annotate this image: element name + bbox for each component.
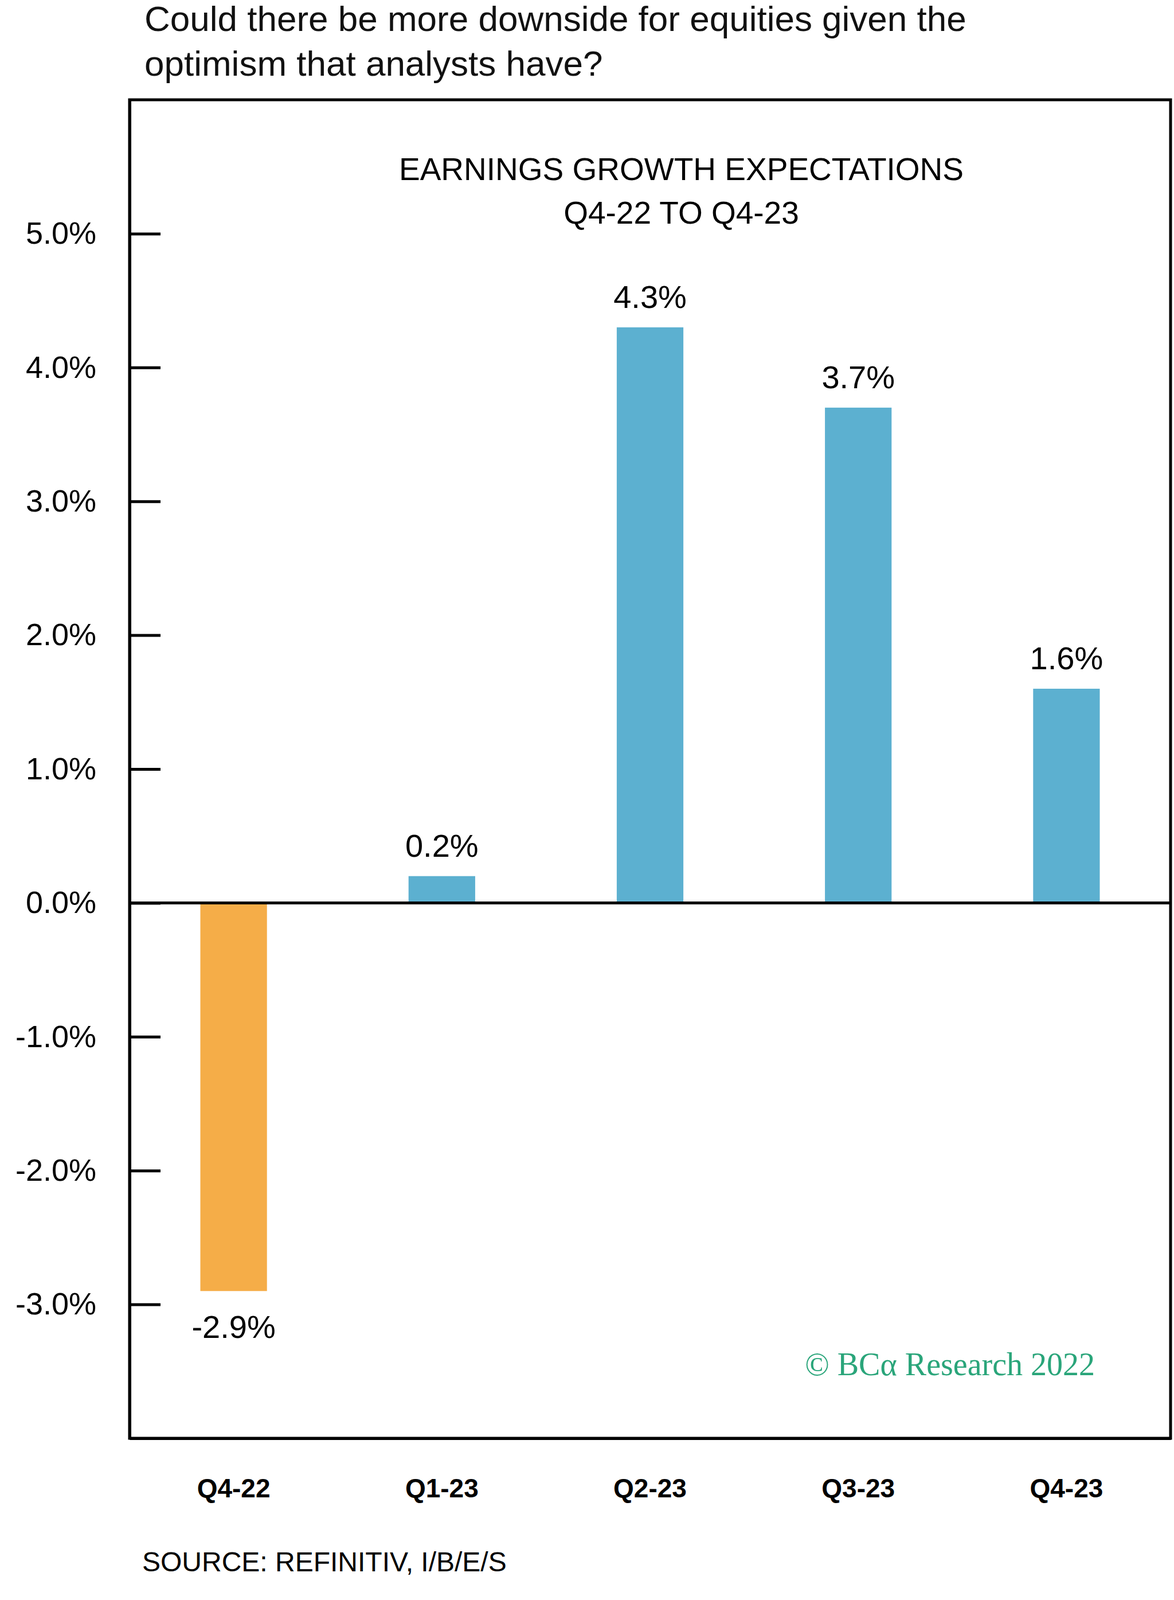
title: EARNINGS GROWTH EXPECTATIONS: [398, 151, 964, 187]
y-tick: -2.0%: [15, 1152, 161, 1187]
bars: [200, 327, 1100, 1291]
y-tick: 5.0%: [25, 215, 161, 250]
y-tick-label: 0.0%: [25, 884, 97, 919]
y-tick-mark: [129, 901, 161, 905]
x-tick-label: Q1-23: [405, 1472, 479, 1503]
y-tick-label: -2.0%: [15, 1152, 97, 1187]
y-tick-label: 4.0%: [25, 349, 97, 385]
bar: [616, 327, 684, 903]
y-tick: -3.0%: [15, 1285, 161, 1321]
data-labels: -2.9% 0.2% 4.3% 3.7% 1.6%: [191, 278, 1103, 1345]
y-tick-mark: [129, 1168, 161, 1172]
y-tick-mark: [129, 634, 161, 637]
x-tick: Q4-22: [197, 1437, 271, 1503]
x-tick-label: Q4-22: [197, 1472, 271, 1503]
y-tick: 3.0%: [25, 483, 161, 518]
subtitle: Could there be more downside for equitie…: [144, 0, 967, 39]
y-tick-mark: [129, 499, 161, 503]
data-label: 0.2%: [405, 827, 479, 864]
y-tick: 2.0%: [25, 616, 161, 652]
y-tick: 4.0%: [25, 349, 161, 385]
plot: -3.0% -2.0% -1.0% 0.0% 1.0% 2.0% 3.0% 4.0% 5.0% Q…: [15, 99, 1172, 1503]
y-tick-label: 2.0%: [25, 616, 97, 652]
x-tick-label: Q4-23: [1029, 1472, 1103, 1503]
x-tick-label: Q3-23: [821, 1472, 895, 1503]
bar: [408, 875, 476, 903]
y-tick-label: -1.0%: [15, 1018, 97, 1054]
y-axis: -3.0% -2.0% -1.0% 0.0% 1.0% 2.0% 3.0% 4.0% 5.0%: [15, 100, 161, 1439]
y-tick: 0.0%: [25, 884, 161, 919]
y-tick-label: 1.0%: [25, 750, 97, 786]
bar: [200, 902, 267, 1291]
x-tick-label: Q2-23: [613, 1472, 687, 1503]
data-label: 3.7%: [821, 358, 895, 395]
y-tick-label: 5.0%: [25, 215, 97, 250]
y-tick-mark: [129, 366, 161, 370]
y-tick: -1.0%: [15, 1018, 161, 1054]
y-tick-label: 3.0%: [25, 483, 97, 518]
x-axis-line: [130, 1436, 1172, 1440]
x-tick: Q2-23: [613, 1437, 687, 1503]
x-tick: Q4-23: [1029, 1437, 1103, 1503]
y-tick-mark: [129, 232, 161, 236]
bar: [824, 407, 892, 903]
frame: [129, 99, 1171, 1438]
x-axis: Q4-22 Q1-23 Q2-23 Q3-23 Q4-23: [130, 1437, 1172, 1503]
source: SOURCE: REFINITIV, I/B/E/S: [142, 1546, 507, 1577]
bar: [1032, 688, 1100, 903]
y-tick-label: -3.0%: [15, 1285, 97, 1321]
title: Q4-22 TO Q4-23: [563, 194, 800, 231]
zero-line: [129, 901, 1171, 905]
subtitle: optimism that analysts have?: [144, 43, 604, 84]
y-tick-mark: [129, 767, 161, 771]
data-label: -2.9%: [191, 1308, 276, 1345]
chart: Could there be more downside for equitie…: [0, 0, 1174, 1600]
x-tick: Q1-23: [405, 1437, 479, 1503]
y-tick-mark: [129, 1302, 161, 1306]
copyright: © BCα Research 2022: [804, 1345, 1095, 1382]
x-tick: Q3-23: [821, 1437, 895, 1503]
data-label: 1.6%: [1030, 639, 1104, 676]
data-label: 4.3%: [613, 278, 687, 315]
y-tick-mark: [129, 1035, 161, 1039]
y-tick: 1.0%: [25, 750, 161, 786]
